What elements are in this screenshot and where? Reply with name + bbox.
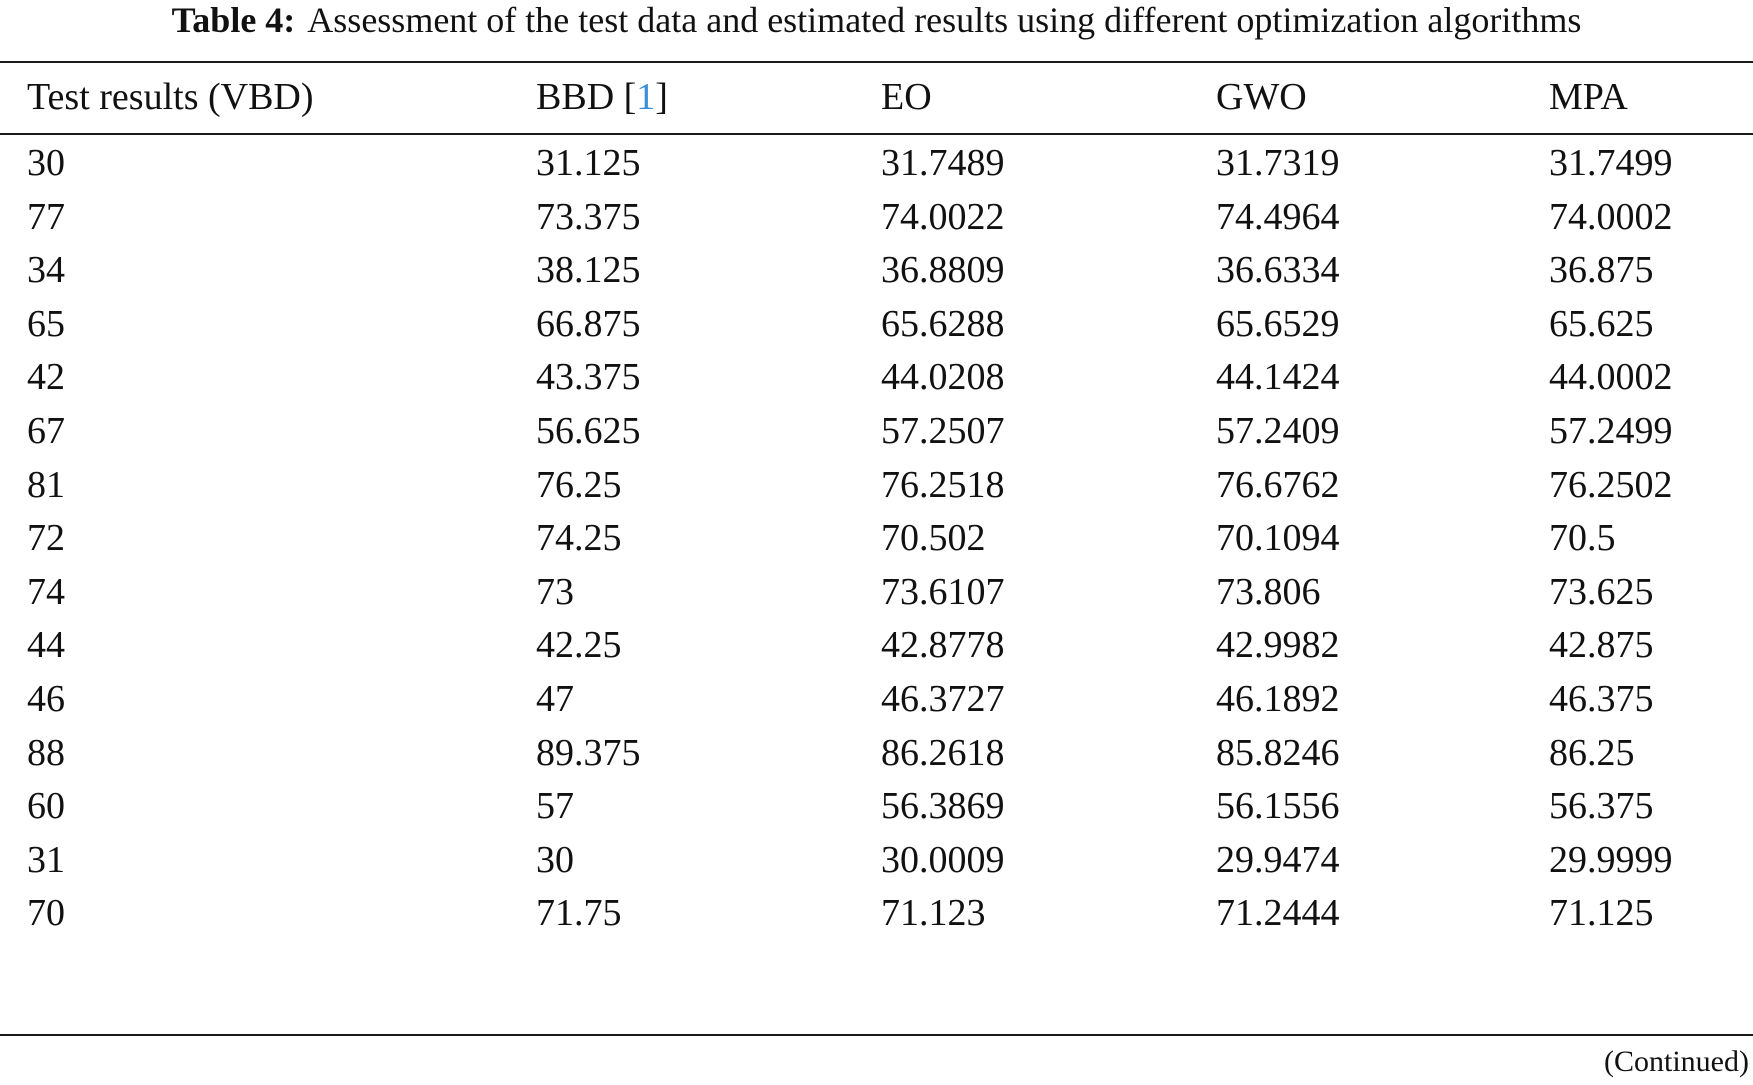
table-cell: 31: [27, 839, 65, 881]
table-cell: 67: [27, 410, 65, 452]
table-cell: 73: [536, 571, 574, 613]
header-bbd-bracket: ]: [655, 76, 668, 118]
table-cell: 71.123: [881, 892, 986, 934]
header-bbd-label: BBD [: [536, 76, 637, 118]
table-cell: 42.9982: [1216, 624, 1340, 666]
table-cell: 42: [27, 356, 65, 398]
table-cell: 46.1892: [1216, 678, 1340, 720]
table-cell: 70.502: [881, 517, 986, 559]
header-mpa: MPA: [1549, 76, 1628, 118]
table-cell: 74.25: [536, 517, 622, 559]
table-caption: Table 4: Assessment of the test data and …: [0, 0, 1753, 40]
table-cell: 66.875: [536, 303, 641, 345]
header-test-results: Test results (VBD): [27, 76, 314, 118]
table-bottom-rule: [0, 1034, 1753, 1036]
table-cell: 57: [536, 785, 574, 827]
table-cell: 31.7499: [1549, 142, 1673, 184]
table-cell: 56.375: [1549, 785, 1654, 827]
table-cell: 44.0002: [1549, 356, 1673, 398]
table-cell: 77: [27, 196, 65, 238]
table-top-rule: [0, 61, 1753, 63]
table-cell: 60: [27, 785, 65, 827]
table-cell: 30: [536, 839, 574, 881]
table-cell: 36.6334: [1216, 249, 1340, 291]
table-cell: 29.9474: [1216, 839, 1340, 881]
table-cell: 76.25: [536, 464, 622, 506]
table-cell: 74.0022: [881, 196, 1005, 238]
table-cell: 70: [27, 892, 65, 934]
table-cell: 65.6529: [1216, 303, 1340, 345]
table-cell: 30.0009: [881, 839, 1005, 881]
table-cell: 81: [27, 464, 65, 506]
table-cell: 47: [536, 678, 574, 720]
table-cell: 42.8778: [881, 624, 1005, 666]
table-cell: 56.625: [536, 410, 641, 452]
table-cell: 36.8809: [881, 249, 1005, 291]
table-cell: 76.2518: [881, 464, 1005, 506]
table-cell: 74.0002: [1549, 196, 1673, 238]
table-cell: 70.5: [1549, 517, 1616, 559]
table-cell: 70.1094: [1216, 517, 1340, 559]
table-cell: 29.9999: [1549, 839, 1673, 881]
table-cell: 71.2444: [1216, 892, 1340, 934]
table-cell: 73.375: [536, 196, 641, 238]
table-cell: 57.2499: [1549, 410, 1673, 452]
table-cell: 65.6288: [881, 303, 1005, 345]
table-cell: 65.625: [1549, 303, 1654, 345]
table-cell: 73.806: [1216, 571, 1321, 613]
reference-link[interactable]: 1: [636, 76, 656, 118]
table-cell: 31.7489: [881, 142, 1005, 184]
table-cell: 74: [27, 571, 65, 613]
table-cell: 42.875: [1549, 624, 1654, 666]
table-cell: 74.4964: [1216, 196, 1340, 238]
table-cell: 38.125: [536, 249, 641, 291]
table-cell: 56.1556: [1216, 785, 1340, 827]
table-cell: 46: [27, 678, 65, 720]
table-cell: 43.375: [536, 356, 641, 398]
table-cell: 46.375: [1549, 678, 1654, 720]
table-cell: 44.0208: [881, 356, 1005, 398]
table-cell: 73.6107: [881, 571, 1005, 613]
continued-note: (Continued): [1604, 1045, 1749, 1078]
table-cell: 89.375: [536, 732, 641, 774]
table-cell: 31.7319: [1216, 142, 1340, 184]
table-cell: 71.125: [1549, 892, 1654, 934]
table-cell: 30: [27, 142, 65, 184]
table-cell: 42.25: [536, 624, 622, 666]
header-bbd: BBD [1]: [536, 75, 668, 119]
table-cell: 44: [27, 624, 65, 666]
table-cell: 76.6762: [1216, 464, 1340, 506]
table-cell: 72: [27, 517, 65, 559]
table-cell: 71.75: [536, 892, 622, 934]
table-cell: 36.875: [1549, 249, 1654, 291]
table-cell: 57.2409: [1216, 410, 1340, 452]
table-cell: 73.625: [1549, 571, 1654, 613]
table-cell: 44.1424: [1216, 356, 1340, 398]
table-caption-text: Assessment of the test data and estimate…: [307, 0, 1582, 40]
header-eo: EO: [881, 76, 932, 118]
table-cell: 76.2502: [1549, 464, 1673, 506]
table-cell: 57.2507: [881, 410, 1005, 452]
table-cell: 88: [27, 732, 65, 774]
table-caption-label: Table 4:: [171, 0, 296, 40]
table-cell: 85.8246: [1216, 732, 1340, 774]
table-cell: 86.25: [1549, 732, 1635, 774]
header-gwo: GWO: [1216, 76, 1307, 118]
table-cell: 46.3727: [881, 678, 1005, 720]
table-cell: 86.2618: [881, 732, 1005, 774]
table-cell: 31.125: [536, 142, 641, 184]
table-cell: 56.3869: [881, 785, 1005, 827]
table-header-rule: [0, 133, 1753, 135]
table-cell: 65: [27, 303, 65, 345]
table-cell: 34: [27, 249, 65, 291]
